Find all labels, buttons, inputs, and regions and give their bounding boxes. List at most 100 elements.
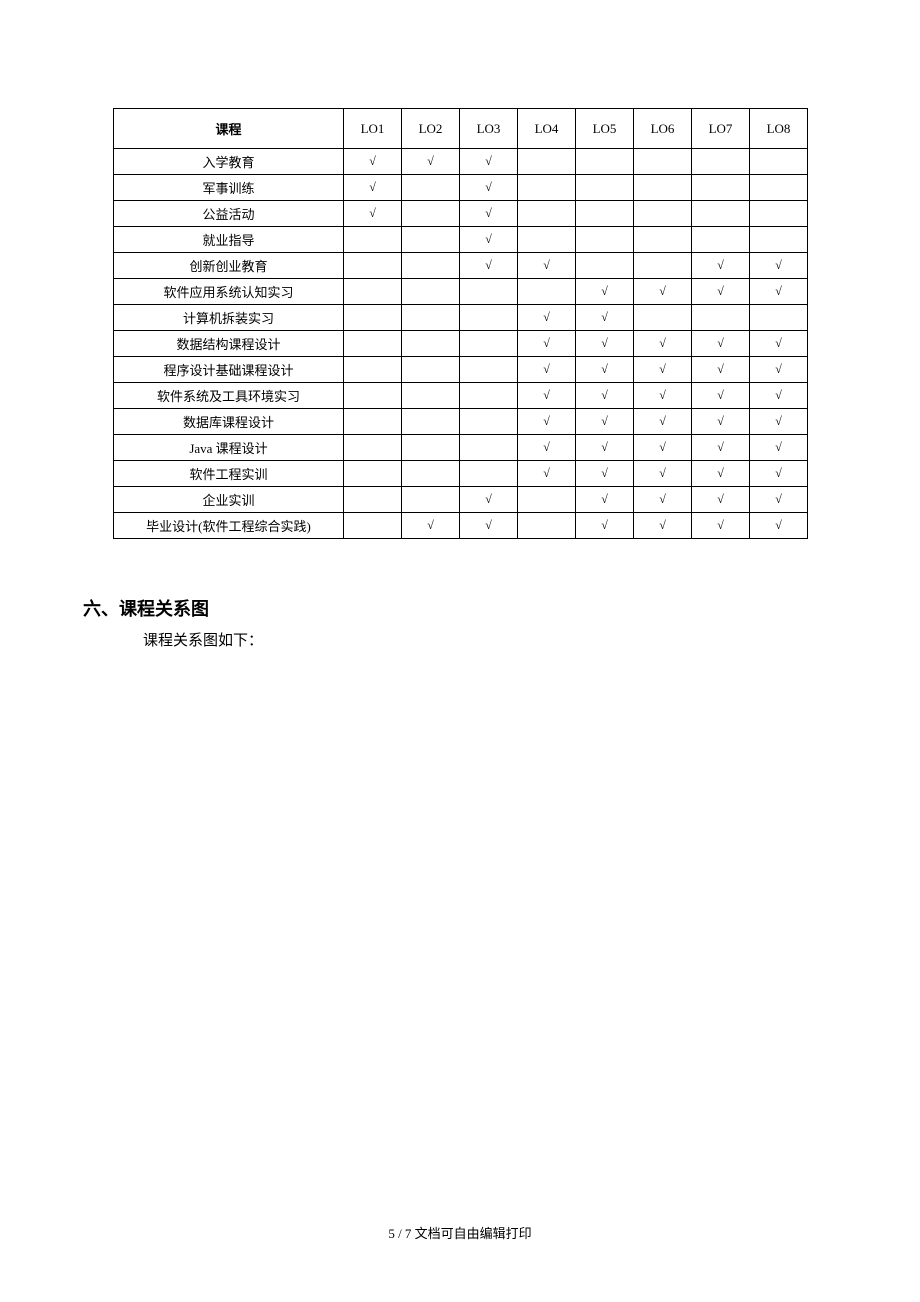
- lo-cell: √: [576, 513, 634, 539]
- table-row: 数据库课程设计√√√√√: [114, 409, 808, 435]
- lo-cell: √: [518, 253, 576, 279]
- table-row: 创新创业教育√√√√: [114, 253, 808, 279]
- course-name-cell: 软件工程实训: [114, 461, 344, 487]
- header-row: 课程 LO1 LO2 LO3 LO4 LO5 LO6 LO7 LO8: [114, 109, 808, 149]
- lo-cell: [460, 461, 518, 487]
- lo-cell: √: [576, 357, 634, 383]
- table-row: 计算机拆装实习√√: [114, 305, 808, 331]
- course-name-cell: 数据库课程设计: [114, 409, 344, 435]
- lo-cell: [344, 513, 402, 539]
- lo-cell: [402, 279, 460, 305]
- lo-cell: [402, 487, 460, 513]
- lo-cell: [634, 175, 692, 201]
- lo-cell: [460, 409, 518, 435]
- lo-cell: [692, 175, 750, 201]
- header-lo5: LO5: [576, 109, 634, 149]
- course-name-cell: 军事训练: [114, 175, 344, 201]
- header-lo8: LO8: [750, 109, 808, 149]
- course-name-cell: 程序设计基础课程设计: [114, 357, 344, 383]
- lo-cell: √: [750, 357, 808, 383]
- lo-cell: √: [692, 279, 750, 305]
- lo-cell: [750, 227, 808, 253]
- lo-cell: [750, 305, 808, 331]
- course-name-cell: 创新创业教育: [114, 253, 344, 279]
- lo-cell: [576, 201, 634, 227]
- lo-cell: [692, 305, 750, 331]
- course-name-cell: 入学教育: [114, 149, 344, 175]
- lo-cell: √: [518, 331, 576, 357]
- lo-cell: √: [402, 513, 460, 539]
- table-row: Java 课程设计√√√√√: [114, 435, 808, 461]
- lo-cell: [460, 357, 518, 383]
- lo-cell: √: [518, 461, 576, 487]
- lo-cell: [634, 253, 692, 279]
- lo-cell: [344, 435, 402, 461]
- lo-cell: [344, 305, 402, 331]
- lo-cell: [518, 175, 576, 201]
- table-header: 课程 LO1 LO2 LO3 LO4 LO5 LO6 LO7 LO8: [114, 109, 808, 149]
- table-row: 软件应用系统认知实习√√√√: [114, 279, 808, 305]
- lo-cell: [344, 461, 402, 487]
- lo-cell: [344, 357, 402, 383]
- header-course: 课程: [114, 109, 344, 149]
- lo-cell: [634, 305, 692, 331]
- lo-cell: [460, 305, 518, 331]
- lo-cell: [402, 357, 460, 383]
- lo-cell: √: [634, 357, 692, 383]
- course-name-cell: 企业实训: [114, 487, 344, 513]
- lo-cell: √: [518, 383, 576, 409]
- lo-cell: [402, 253, 460, 279]
- lo-cell: √: [750, 253, 808, 279]
- lo-cell: [402, 461, 460, 487]
- lo-cell: [460, 435, 518, 461]
- lo-cell: √: [460, 227, 518, 253]
- lo-cell: √: [692, 383, 750, 409]
- lo-cell: [402, 435, 460, 461]
- lo-cell: [344, 409, 402, 435]
- lo-cell: [576, 227, 634, 253]
- lo-cell: √: [460, 201, 518, 227]
- lo-cell: √: [518, 409, 576, 435]
- lo-cell: [460, 279, 518, 305]
- lo-cell: √: [750, 409, 808, 435]
- section-body: 课程关系图如下：: [83, 629, 807, 650]
- lo-cell: √: [518, 305, 576, 331]
- lo-cell: √: [344, 175, 402, 201]
- lo-cell: √: [692, 409, 750, 435]
- table-row: 企业实训√√√√√: [114, 487, 808, 513]
- lo-cell: √: [634, 487, 692, 513]
- lo-cell: √: [750, 513, 808, 539]
- lo-cell: [518, 149, 576, 175]
- lo-cell: √: [692, 513, 750, 539]
- lo-cell: [634, 149, 692, 175]
- lo-cell: √: [576, 305, 634, 331]
- lo-cell: [576, 253, 634, 279]
- lo-cell: [518, 487, 576, 513]
- header-lo2: LO2: [402, 109, 460, 149]
- lo-cell: [402, 175, 460, 201]
- lo-cell: √: [460, 487, 518, 513]
- lo-cell: √: [576, 409, 634, 435]
- course-name-cell: Java 课程设计: [114, 435, 344, 461]
- table-row: 软件工程实训√√√√√: [114, 461, 808, 487]
- lo-cell: √: [692, 487, 750, 513]
- lo-cell: √: [344, 149, 402, 175]
- lo-cell: √: [576, 435, 634, 461]
- course-name-cell: 公益活动: [114, 201, 344, 227]
- section-heading: 六、课程关系图: [83, 595, 807, 621]
- lo-cell: √: [518, 357, 576, 383]
- table-row: 入学教育√√√: [114, 149, 808, 175]
- lo-cell: [344, 227, 402, 253]
- lo-cell: √: [518, 435, 576, 461]
- table-body: 入学教育√√√军事训练√√公益活动√√就业指导√创新创业教育√√√√软件应用系统…: [114, 149, 808, 539]
- lo-cell: √: [750, 461, 808, 487]
- course-lo-table: 课程 LO1 LO2 LO3 LO4 LO5 LO6 LO7 LO8 入学教育√…: [113, 108, 808, 539]
- lo-cell: [750, 201, 808, 227]
- lo-cell: [518, 513, 576, 539]
- course-name-cell: 软件系统及工具环境实习: [114, 383, 344, 409]
- lo-cell: √: [460, 175, 518, 201]
- header-lo3: LO3: [460, 109, 518, 149]
- lo-cell: √: [634, 279, 692, 305]
- lo-cell: [402, 331, 460, 357]
- lo-cell: √: [750, 331, 808, 357]
